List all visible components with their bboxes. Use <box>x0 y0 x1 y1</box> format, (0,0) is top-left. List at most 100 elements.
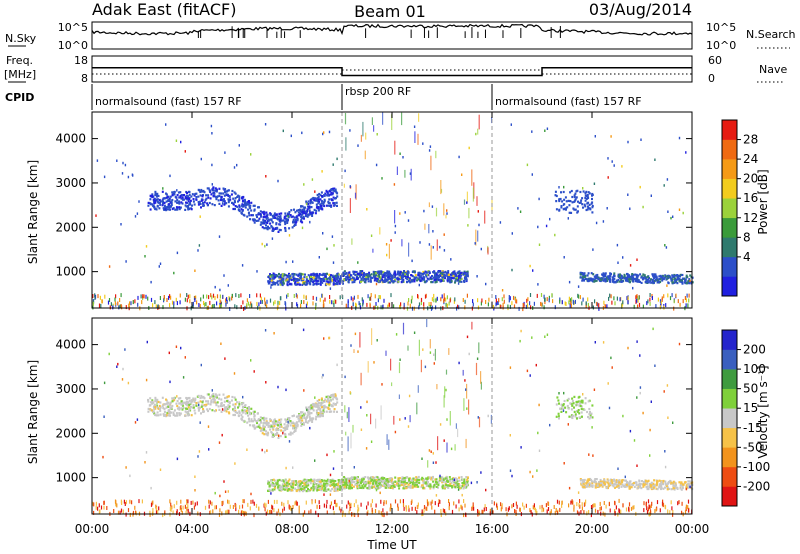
velocity-echo <box>200 404 203 407</box>
velocity-echo <box>601 485 604 488</box>
velocity-echo <box>329 399 332 402</box>
power-echo <box>523 303 525 308</box>
power-echo <box>441 276 444 279</box>
power-echo <box>467 224 469 227</box>
power-echo <box>586 205 589 208</box>
power-echo <box>310 277 313 280</box>
power-echo <box>361 270 364 273</box>
power-echo <box>259 213 261 216</box>
power-echo <box>448 277 451 280</box>
velocity-echo <box>232 413 235 417</box>
velocity-echo <box>294 487 297 490</box>
power-echo <box>223 194 226 197</box>
power-echo <box>130 301 132 306</box>
velocity-echo <box>621 479 624 482</box>
velocity-echo <box>269 418 272 421</box>
power-echo <box>591 204 594 208</box>
power-echo <box>601 274 604 277</box>
velocity-echo <box>578 416 581 419</box>
power-echo <box>168 204 170 208</box>
velocity-echo <box>283 483 286 486</box>
power-echo <box>408 277 410 280</box>
power-echo <box>306 282 309 285</box>
power-echo <box>136 212 139 215</box>
velocity-echo <box>328 404 331 407</box>
power-echo <box>315 302 317 307</box>
power-echo <box>675 278 678 281</box>
power-echo <box>634 280 637 283</box>
power-echo <box>439 270 442 273</box>
power-echo <box>154 190 157 193</box>
freq-line <box>92 66 692 77</box>
power-echo <box>282 277 285 281</box>
velocity-echo <box>370 486 372 489</box>
power-echo <box>440 297 442 302</box>
velocity-echo <box>319 409 322 412</box>
power-echo <box>592 273 595 276</box>
velocity-echo <box>256 421 258 425</box>
velocity-echo <box>247 414 250 417</box>
power-echo <box>607 277 610 280</box>
velocity-echo <box>215 396 218 399</box>
velocity-echo <box>295 489 298 493</box>
power-echo <box>209 190 211 193</box>
power-echo <box>423 302 425 307</box>
velocity-echo <box>308 415 311 418</box>
power-echo <box>168 205 171 208</box>
power-echo <box>389 281 392 284</box>
velocity-echo <box>349 481 352 484</box>
velocity-echo <box>373 477 376 480</box>
velocity-echo <box>313 478 316 481</box>
velocity-echo <box>373 485 375 488</box>
power-echo <box>303 209 306 212</box>
power-echo <box>433 279 436 282</box>
velocity-echo <box>166 405 169 408</box>
velocity-echo <box>301 414 304 417</box>
velocity-echo <box>316 488 319 491</box>
power-echo <box>268 227 271 230</box>
velocity-echo <box>197 401 200 404</box>
power-echo <box>530 305 532 310</box>
velocity-echo <box>591 416 594 419</box>
power-echo <box>517 207 519 210</box>
velocity-echo <box>258 423 261 426</box>
velocity-echo <box>605 486 608 490</box>
power-echo <box>458 276 461 279</box>
power-echo <box>292 277 295 280</box>
power-echo <box>314 274 317 277</box>
power-echo <box>255 214 258 217</box>
velocity-echo <box>176 407 179 410</box>
power-echo <box>456 276 459 280</box>
velocity-echo <box>323 407 326 410</box>
velocity-echo <box>302 482 305 485</box>
power-echo <box>280 219 283 222</box>
velocity-echo <box>465 476 468 479</box>
power-echo <box>398 271 401 274</box>
velocity-echo <box>291 486 294 489</box>
velocity-echo <box>252 412 255 415</box>
power-echo <box>299 210 302 213</box>
velocity-echo <box>158 404 161 408</box>
power-echo <box>188 196 191 199</box>
velocity-echo <box>464 482 467 485</box>
velocity-echo <box>583 480 586 483</box>
velocity-echo <box>294 483 297 486</box>
date-title: 03/Aug/2014 <box>589 0 692 19</box>
velocity-echo <box>307 420 310 423</box>
power-echo <box>100 303 102 308</box>
velocity-echo <box>683 481 686 484</box>
power-echo <box>472 299 474 304</box>
power-echo <box>546 297 548 302</box>
velocity-echo <box>207 393 210 396</box>
power-echo <box>688 293 690 298</box>
power-echo <box>171 194 174 197</box>
velocity-echo <box>400 480 403 484</box>
power-echo <box>252 204 255 207</box>
power-echo <box>394 278 396 281</box>
velocity-echo <box>409 486 412 489</box>
velocity-echo <box>259 419 261 422</box>
velocity-echo <box>427 476 430 479</box>
power-echo <box>679 273 682 276</box>
power-echo <box>640 281 643 284</box>
velocity-echo <box>432 480 435 483</box>
